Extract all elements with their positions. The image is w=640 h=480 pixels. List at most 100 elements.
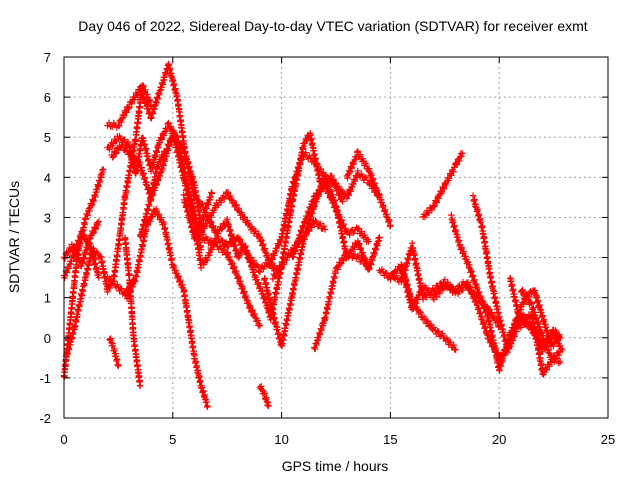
data-point — [542, 338, 549, 345]
data-point — [354, 147, 361, 155]
data-point — [197, 264, 205, 272]
data-point — [456, 157, 463, 165]
data-point — [80, 231, 88, 238]
data-point — [165, 61, 173, 69]
data-point — [179, 281, 186, 288]
data-point — [198, 228, 205, 236]
data-point — [178, 163, 185, 170]
data-point — [433, 199, 441, 206]
data-point — [109, 154, 116, 161]
data-point — [202, 209, 210, 216]
data-point — [453, 160, 460, 168]
data-point — [127, 288, 135, 295]
data-point — [189, 338, 196, 346]
data-point — [340, 220, 347, 228]
y-tick-label: 5 — [44, 130, 51, 145]
data-point — [265, 290, 272, 298]
data-point — [358, 256, 365, 263]
data-point — [475, 288, 483, 296]
data-point — [98, 253, 105, 261]
data-point — [428, 289, 436, 297]
data-point — [471, 293, 478, 300]
data-point — [140, 94, 148, 101]
data-point — [440, 185, 448, 193]
data-point — [352, 177, 359, 185]
x-tick-label: 25 — [601, 432, 615, 447]
data-point — [267, 260, 274, 267]
data-point — [410, 303, 418, 310]
data-point — [339, 234, 347, 241]
data-point — [196, 224, 203, 232]
data-point — [317, 188, 325, 195]
data-point — [215, 201, 222, 209]
data-point — [91, 224, 99, 232]
series-track-28 — [506, 274, 566, 378]
data-point — [539, 348, 546, 355]
data-point — [190, 178, 198, 185]
y-tick-label: 2 — [44, 251, 51, 266]
data-point — [204, 256, 211, 264]
data-point — [404, 287, 412, 295]
series-track-11 — [121, 234, 144, 390]
x-tick-label: 15 — [383, 432, 397, 447]
data-point — [464, 279, 472, 286]
data-point — [554, 355, 561, 362]
data-points — [60, 60, 566, 411]
data-point — [70, 243, 78, 250]
data-point — [451, 222, 458, 229]
data-point — [265, 402, 272, 410]
data-point — [131, 277, 139, 284]
data-point — [323, 183, 330, 190]
data-point — [436, 290, 444, 297]
data-point — [556, 334, 564, 341]
data-point — [93, 248, 100, 256]
data-point — [141, 141, 149, 148]
data-point — [453, 161, 461, 169]
data-point — [255, 230, 263, 238]
data-point — [543, 342, 551, 349]
data-point — [300, 236, 307, 244]
data-point — [393, 272, 400, 279]
data-point — [528, 300, 536, 307]
chart-title: Day 046 of 2022, Sidereal Day-to-day VTE… — [78, 18, 587, 34]
data-point — [170, 132, 178, 139]
data-point — [231, 263, 238, 271]
data-point — [258, 383, 265, 390]
data-point — [174, 96, 182, 103]
data-point — [550, 343, 557, 350]
data-point — [539, 312, 546, 319]
data-point — [81, 220, 88, 228]
data-point — [271, 272, 278, 279]
data-point — [265, 255, 273, 263]
data-point — [545, 346, 553, 354]
data-point — [237, 236, 244, 243]
data-point — [210, 242, 218, 249]
data-point — [90, 245, 97, 252]
y-tick-label: 3 — [44, 210, 51, 225]
series-track-25 — [419, 150, 466, 221]
data-point — [252, 227, 260, 235]
data-point — [90, 196, 97, 204]
data-point — [274, 269, 282, 276]
data-point — [164, 120, 171, 128]
data-point — [101, 269, 108, 276]
data-point — [133, 273, 140, 280]
data-point — [282, 239, 290, 246]
data-point — [462, 253, 469, 260]
data-point — [387, 222, 394, 229]
data-point — [541, 337, 548, 345]
data-point — [256, 322, 264, 329]
data-point — [90, 229, 97, 236]
data-point — [175, 273, 182, 280]
data-point — [512, 297, 519, 304]
data-point — [205, 213, 212, 220]
data-point — [316, 330, 324, 338]
data-point — [112, 149, 119, 156]
data-point — [354, 252, 361, 260]
y-tick-label: -1 — [39, 371, 51, 386]
data-point — [117, 285, 124, 292]
data-point — [518, 287, 525, 295]
data-point — [328, 172, 335, 180]
data-point — [539, 332, 546, 339]
data-point — [160, 132, 168, 139]
